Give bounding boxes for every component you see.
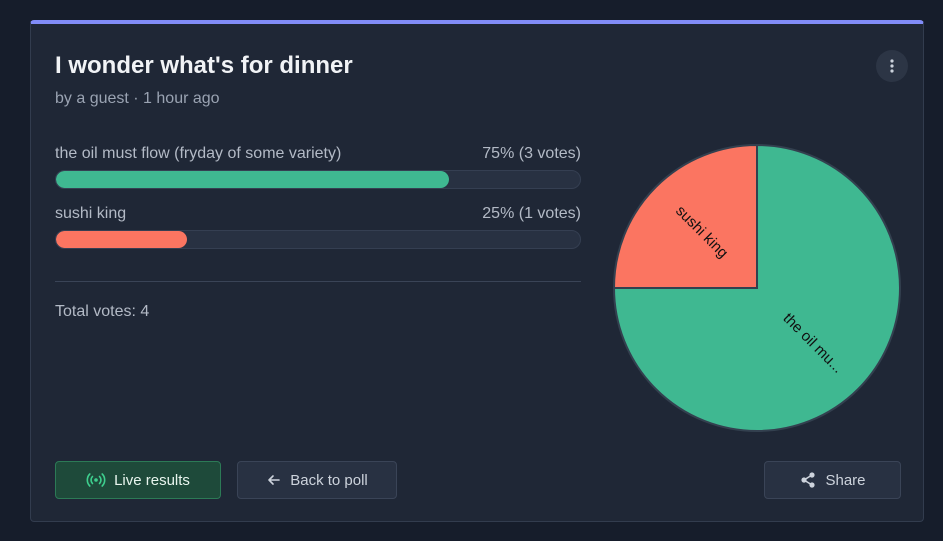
- option-stat: 25% (1 votes): [482, 205, 581, 222]
- divider: [55, 281, 581, 282]
- result-option: the oil must flow (fryday of some variet…: [55, 144, 581, 189]
- result-bar-track: [55, 170, 581, 189]
- option-label: sushi king: [55, 205, 127, 222]
- live-results-button[interactable]: Live results: [55, 461, 221, 499]
- result-bar-fill: [56, 231, 187, 248]
- share-label: Share: [825, 471, 866, 489]
- poll-byline: by a guest · 1 hour ago: [55, 90, 220, 107]
- live-results-label: Live results: [114, 471, 190, 489]
- result-bar-track: [55, 230, 581, 249]
- pie-slice: [612, 143, 901, 432]
- back-to-poll-label: Back to poll: [290, 471, 368, 489]
- back-to-poll-button[interactable]: Back to poll: [237, 461, 397, 499]
- more-options-button[interactable]: [876, 50, 908, 82]
- option-label: the oil must flow (fryday of some variet…: [55, 145, 342, 162]
- broadcast-icon: [86, 473, 106, 487]
- total-votes: Total votes: 4: [55, 303, 150, 320]
- option-stat: 75% (3 votes): [482, 145, 581, 162]
- share-button[interactable]: Share: [764, 461, 901, 499]
- more-vertical-icon: [890, 59, 894, 73]
- pie-slice: [612, 143, 758, 289]
- share-icon: [801, 472, 816, 488]
- poll-title: I wonder what's for dinner: [55, 52, 353, 79]
- poll-results-card: I wonder what's for dinner by a guest · …: [30, 20, 924, 522]
- results-pie-chart: the oil mu...sushi king: [612, 143, 901, 432]
- arrow-left-icon: [268, 475, 281, 485]
- result-bar-fill: [56, 171, 449, 188]
- result-option: sushi king 25% (1 votes): [55, 204, 581, 249]
